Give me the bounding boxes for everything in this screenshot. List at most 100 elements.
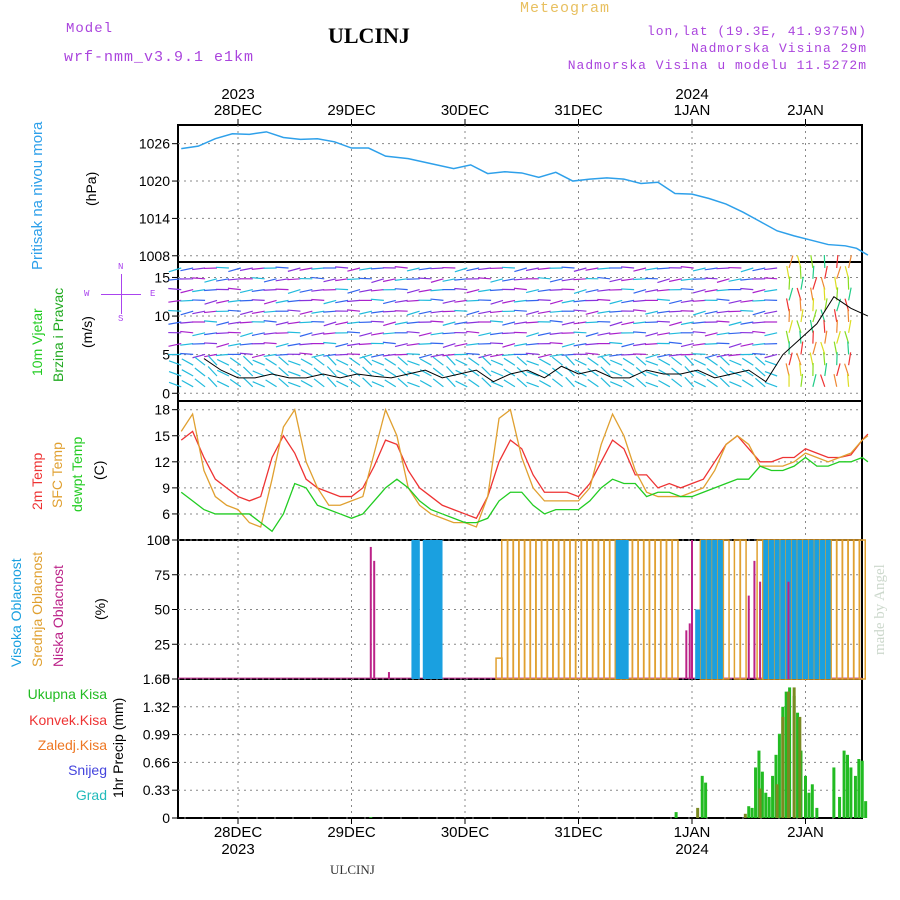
wind-arrow — [311, 353, 325, 358]
wind-arrow — [313, 367, 325, 377]
wind-arrow — [565, 376, 575, 388]
wind-arrow — [227, 309, 241, 312]
wind-arrow — [263, 320, 277, 323]
wind-arrow — [490, 332, 504, 336]
y-tick-label: 0 — [162, 810, 170, 826]
wind-arrow — [335, 299, 349, 304]
wind-arrow — [526, 332, 539, 338]
wind-arrow — [216, 369, 230, 377]
wind-arrow — [335, 266, 349, 269]
wind-arrow — [430, 267, 444, 270]
high-cloud-bar — [706, 540, 712, 679]
wind-arrow — [454, 299, 468, 303]
high-cloud-bar — [430, 540, 436, 679]
precip-total-bar — [754, 767, 758, 818]
wind-arrow — [278, 367, 289, 377]
wind-arrow — [609, 299, 623, 305]
wind-arrow — [633, 289, 647, 294]
high-cloud-bar — [717, 540, 723, 679]
wind-arrow — [680, 266, 694, 269]
wind-arrow — [265, 357, 277, 366]
wind-arrow — [299, 352, 313, 355]
wind-arrow — [394, 278, 408, 281]
wind-arrow — [442, 332, 456, 335]
wind-arrow — [824, 298, 828, 312]
wind-arrow — [207, 355, 218, 366]
wind-arrow — [597, 353, 611, 358]
mid-cloud-bar — [671, 539, 679, 680]
high-cloud-bar — [808, 540, 814, 679]
wind-arrow — [537, 299, 551, 301]
wind-arrow — [311, 267, 325, 270]
top-year-label: 2023 — [221, 86, 254, 103]
wind-arrow — [740, 343, 754, 347]
wind-arrow — [287, 321, 301, 325]
wind-arrow — [587, 368, 599, 377]
wind-arrow — [490, 370, 504, 377]
wind-arrow — [693, 310, 706, 316]
wind-arrow — [454, 278, 468, 281]
wind-arrow — [263, 299, 277, 305]
wind-arrow — [406, 353, 420, 355]
wind-arrow — [692, 267, 706, 272]
wind-arrow — [693, 369, 706, 377]
wind-arrow — [192, 289, 206, 293]
wind-arrow — [397, 377, 409, 388]
wind-arrow — [684, 355, 695, 366]
wind-arrow — [204, 332, 218, 336]
wind-arrow — [181, 369, 194, 377]
wind-arrow — [397, 356, 409, 366]
wind-arrow — [168, 370, 182, 377]
wind-arrow — [656, 267, 670, 270]
precip-total-bar — [777, 733, 781, 818]
wind-arrow — [799, 330, 802, 344]
wind-arrow — [668, 332, 682, 335]
wind-arrow — [658, 369, 671, 377]
wind-arrow — [501, 353, 515, 357]
precip-total-bar — [815, 807, 819, 818]
precip-total-bar — [804, 775, 807, 818]
wind-arrow — [418, 310, 432, 315]
wind-arrow — [481, 355, 492, 366]
wind-arrow — [549, 342, 563, 345]
wind-arrow — [263, 332, 277, 335]
wind-arrow — [848, 287, 852, 301]
wind-arrow — [513, 278, 527, 281]
wind-arrow — [216, 321, 230, 326]
wind-arrow — [430, 353, 444, 358]
pressure-line — [181, 131, 869, 256]
bottom-day-label: 30DEC — [441, 824, 490, 841]
wind-arrow — [788, 287, 794, 301]
wind-arrow — [347, 331, 361, 334]
wind-arrow — [692, 343, 706, 347]
wind-arrow — [446, 355, 456, 366]
wind-arrow — [406, 310, 420, 316]
wind-arrow — [347, 309, 361, 312]
wind-arrow — [800, 373, 804, 387]
high-cloud-bar — [422, 540, 428, 679]
wind-arrow — [501, 266, 515, 269]
wind-arrow — [585, 352, 599, 355]
high-cloud-bar — [700, 540, 706, 679]
wind-arrow — [466, 321, 480, 324]
wind-arrow — [168, 321, 182, 325]
wind-arrow — [658, 379, 671, 388]
precip-conv-bar — [775, 784, 779, 818]
wind-arrow — [490, 342, 504, 345]
wind-arrow — [384, 368, 397, 377]
wind-arrow — [347, 321, 361, 325]
footer-location: ULCINJ — [330, 862, 375, 877]
wind-arrow — [419, 379, 432, 388]
precip-total-bar — [842, 750, 846, 818]
wind-arrow — [573, 309, 587, 312]
wind-arrow — [358, 267, 373, 271]
wind-arrow — [704, 267, 718, 271]
wind-arrow — [370, 320, 384, 323]
wind-arrow — [788, 320, 793, 333]
product-title: Meteogram — [520, 0, 611, 17]
high-cloud-bar — [411, 540, 417, 679]
wind-arrow — [833, 309, 838, 323]
wind-arrow — [565, 355, 575, 366]
wind-arrow — [394, 343, 408, 348]
wind-arrow — [668, 353, 682, 357]
